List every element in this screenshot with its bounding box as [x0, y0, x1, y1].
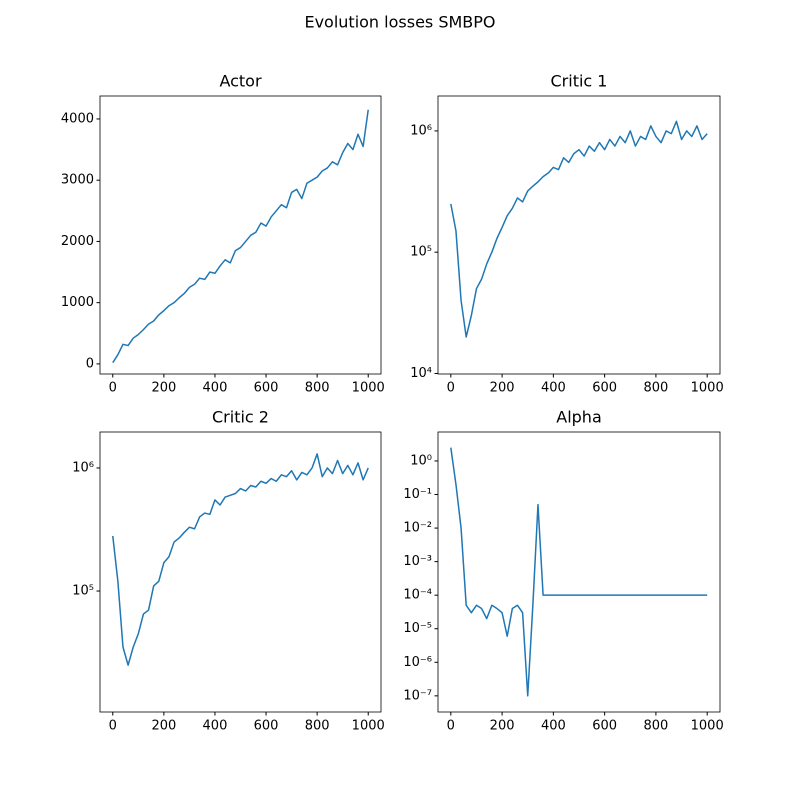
y-tick-label: 4000 [61, 111, 94, 126]
x-tick-label: 200 [151, 719, 176, 734]
y-tick-label: 10⁻⁷ [403, 688, 432, 703]
loss-line [112, 453, 369, 666]
x-tick-label: 800 [305, 381, 330, 396]
x-tick-label: 1000 [691, 719, 724, 734]
y-tick-label: 3000 [61, 173, 94, 188]
axes-frame [437, 95, 721, 375]
axes-frame [99, 431, 382, 713]
x-tick-label: 800 [643, 381, 668, 396]
x-tick-label: 400 [541, 381, 566, 396]
x-tick-label: 1000 [352, 719, 385, 734]
y-tick-label: 10⁶ [410, 123, 432, 138]
x-tick-label: 800 [643, 719, 668, 734]
y-tick-label: 10⁻³ [403, 554, 432, 569]
y-tick-label: 10⁴ [410, 366, 432, 381]
figure-title: Evolution losses SMBPO [304, 13, 495, 32]
x-tick-label: 200 [490, 719, 515, 734]
axes-frame [99, 95, 382, 375]
y-tick-label: 10⁶ [72, 460, 94, 475]
loss-line [450, 447, 708, 697]
x-tick-label: 600 [254, 381, 279, 396]
x-tick-label: 0 [109, 719, 117, 734]
x-tick-label: 400 [203, 381, 228, 396]
y-tick-label: 10⁰ [410, 453, 432, 468]
loss-line [112, 109, 369, 364]
x-tick-label: 400 [541, 719, 566, 734]
subplot-title: Alpha [556, 408, 602, 427]
x-tick-label: 600 [254, 719, 279, 734]
x-tick-label: 1000 [691, 381, 724, 396]
y-tick-label: 2000 [61, 234, 94, 249]
x-tick-label: 800 [305, 719, 330, 734]
x-tick-label: 0 [447, 381, 455, 396]
loss-line [450, 120, 708, 338]
x-tick-label: 0 [447, 719, 455, 734]
x-tick-label: 1000 [352, 381, 385, 396]
y-tick-label: 10⁻⁵ [403, 621, 432, 636]
x-tick-label: 600 [592, 719, 617, 734]
axes-frame [437, 431, 721, 713]
subplot-title: Critic 1 [551, 72, 608, 91]
x-tick-label: 400 [203, 719, 228, 734]
y-tick-label: 10⁻⁶ [403, 655, 432, 670]
y-tick-label: 1000 [61, 295, 94, 310]
y-tick-label: 0 [86, 356, 94, 371]
y-tick-label: 10⁻² [403, 521, 432, 536]
x-tick-label: 200 [490, 381, 515, 396]
y-tick-label: 10⁵ [72, 584, 94, 599]
subplot-title: Critic 2 [212, 408, 269, 427]
x-tick-label: 0 [109, 381, 117, 396]
y-tick-label: 10⁻¹ [403, 487, 432, 502]
x-tick-label: 200 [151, 381, 176, 396]
y-tick-label: 10⁵ [410, 245, 432, 260]
subplot-title: Actor [219, 72, 262, 91]
y-tick-label: 10⁻⁴ [403, 588, 432, 603]
x-tick-label: 600 [592, 381, 617, 396]
